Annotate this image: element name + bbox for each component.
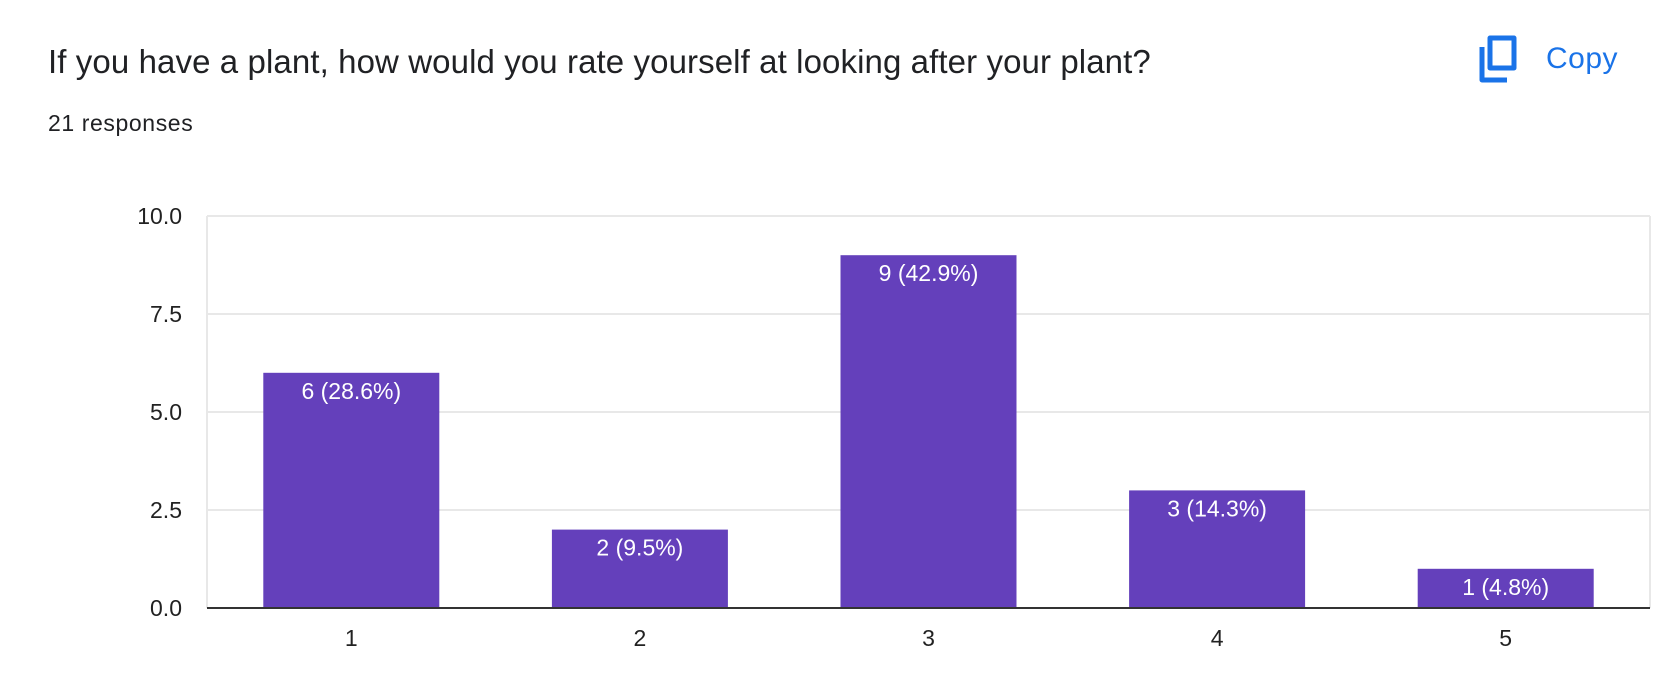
y-tick-label: 10.0 [137,203,182,229]
bar [551,529,728,608]
x-tick-label: 2 [634,625,647,651]
bar-data-label: 3 (14.3%) [1167,495,1267,521]
bar [840,255,1017,608]
y-tick-label: 0.0 [150,595,182,621]
copy-label: Copy [1546,42,1619,75]
bar-data-label: 2 (9.5%) [596,535,683,561]
x-tick-label: 1 [345,625,358,651]
y-tick-label: 7.5 [150,301,182,327]
x-tick-label: 3 [922,625,935,651]
bar [263,372,440,608]
response-count: 21 responses [48,110,194,136]
x-tick-label: 4 [1211,625,1224,651]
y-tick-label: 2.5 [150,497,182,523]
y-tick-label: 5.0 [150,399,182,425]
bar [1417,568,1594,608]
question-title: If you have a plant, how would you rate … [48,43,1151,80]
bar-data-label: 1 (4.8%) [1462,574,1549,600]
x-tick-label: 5 [1499,625,1512,651]
bar-data-label: 9 (42.9%) [879,260,979,286]
bar-data-label: 6 (28.6%) [301,378,401,404]
bar [1129,490,1306,608]
copy-icon [1479,35,1517,83]
copy-button[interactable]: Copy [1468,30,1628,88]
